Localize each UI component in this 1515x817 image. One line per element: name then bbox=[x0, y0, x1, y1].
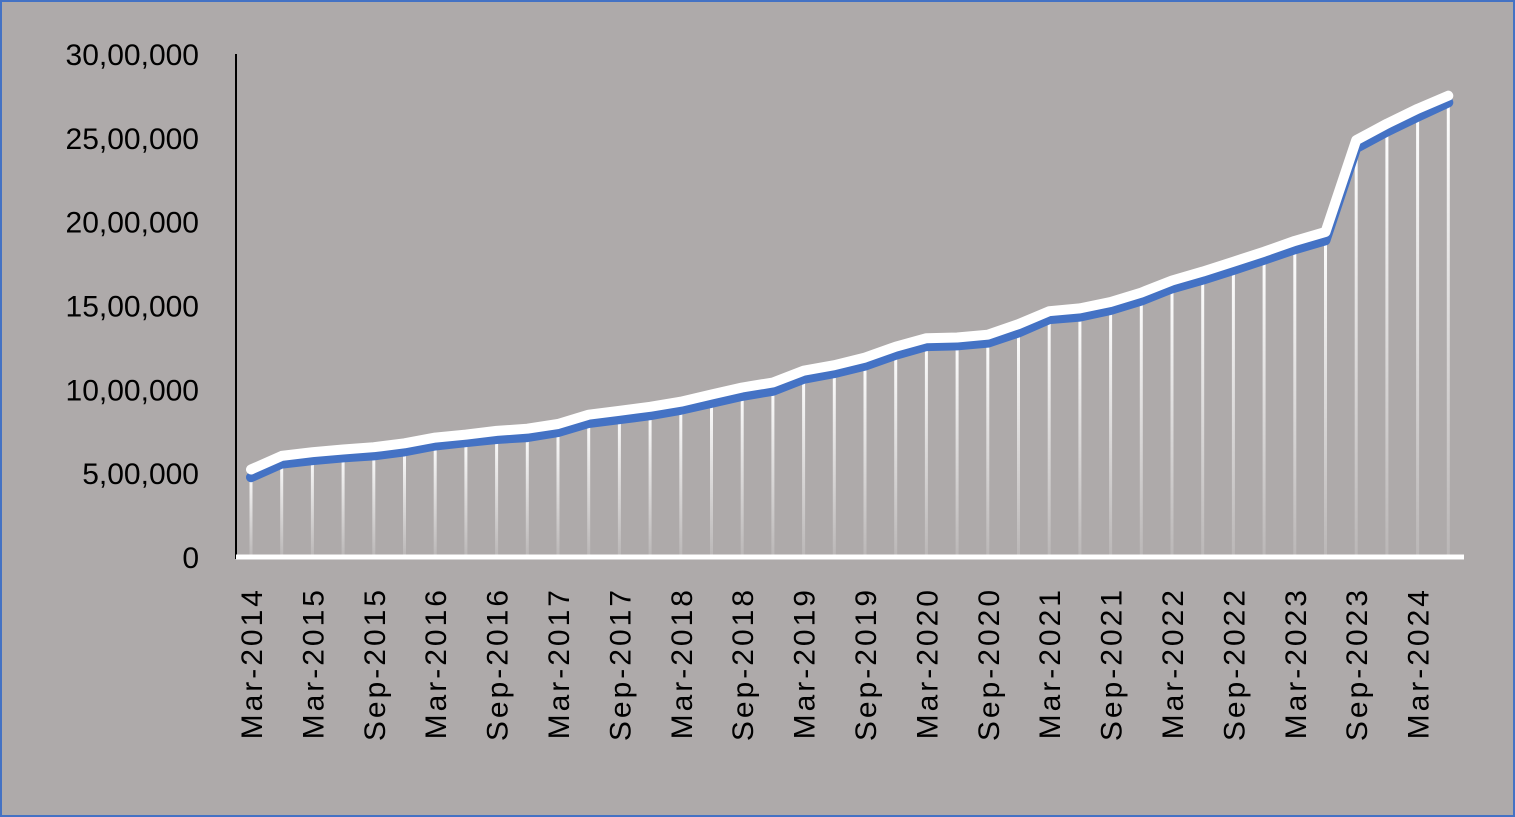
x-tick-label: Sep-2016 bbox=[482, 587, 515, 741]
drop-line bbox=[1201, 271, 1205, 557]
drop-line bbox=[863, 357, 867, 557]
drop-line bbox=[1385, 123, 1389, 557]
drop-line bbox=[525, 428, 529, 557]
drop-line bbox=[924, 338, 928, 557]
drop-line bbox=[372, 447, 376, 557]
series-line-blue bbox=[246, 97, 1454, 483]
x-tick-label: Sep-2017 bbox=[604, 587, 637, 741]
drop-line bbox=[556, 424, 560, 557]
y-tick-label: 30,00,000 bbox=[66, 39, 199, 72]
drop-line bbox=[1262, 251, 1266, 557]
y-tick-label: 15,00,000 bbox=[66, 291, 199, 324]
drop-line bbox=[1231, 261, 1235, 557]
x-tick-label: Sep-2019 bbox=[850, 587, 883, 741]
drop-line bbox=[433, 437, 437, 557]
drop-line bbox=[1416, 108, 1420, 558]
x-tick-label: Mar-2015 bbox=[297, 587, 330, 739]
x-tick-label: Sep-2018 bbox=[727, 587, 760, 741]
drop-line bbox=[832, 365, 836, 557]
drop-line bbox=[894, 346, 898, 557]
drop-line bbox=[1017, 324, 1020, 557]
x-tick-label: Mar-2023 bbox=[1280, 587, 1313, 739]
x-tick-label: Mar-2018 bbox=[666, 587, 699, 739]
x-tick-label: Sep-2022 bbox=[1218, 587, 1251, 741]
series-line-white bbox=[246, 90, 1454, 475]
drop-line bbox=[249, 469, 253, 557]
x-tick-label: Sep-2021 bbox=[1096, 587, 1129, 741]
y-tick-label: 0 bbox=[182, 542, 199, 575]
x-tick-label: Mar-2024 bbox=[1403, 587, 1436, 739]
drop-line bbox=[403, 443, 406, 557]
x-tick-label: Mar-2019 bbox=[789, 587, 822, 739]
drop-line bbox=[495, 430, 499, 557]
drop-line bbox=[587, 414, 591, 557]
x-tick-label: Mar-2021 bbox=[1034, 587, 1067, 739]
y-tick-label: 10,00,000 bbox=[66, 374, 199, 407]
x-tick-label: Mar-2014 bbox=[236, 587, 269, 739]
drop-line bbox=[648, 406, 652, 557]
drop-line bbox=[1078, 308, 1082, 557]
drop-line bbox=[771, 382, 775, 557]
x-tick-label: Sep-2020 bbox=[973, 587, 1006, 741]
drop-line bbox=[280, 455, 284, 557]
x-tick-label: Sep-2023 bbox=[1341, 587, 1374, 741]
y-tick-label: 20,00,000 bbox=[66, 207, 199, 240]
drop-line bbox=[617, 410, 621, 557]
drop-line bbox=[1109, 302, 1113, 557]
drop-line bbox=[1446, 95, 1450, 557]
drop-line bbox=[464, 434, 468, 557]
drop-line bbox=[1324, 231, 1327, 557]
drop-line bbox=[310, 452, 314, 557]
drop-line bbox=[1170, 280, 1174, 557]
drop-line bbox=[1047, 311, 1051, 557]
y-tick-label: 5,00,000 bbox=[82, 458, 199, 491]
x-tick-label: Mar-2020 bbox=[911, 587, 944, 739]
drop-line bbox=[679, 401, 683, 557]
x-tick-label: Sep-2015 bbox=[359, 587, 392, 741]
drop-line bbox=[1354, 140, 1358, 557]
x-tick-label: Mar-2022 bbox=[1157, 587, 1190, 739]
x-tick-label: Mar-2017 bbox=[543, 587, 576, 739]
drop-line bbox=[710, 394, 713, 557]
y-tick-label: 25,00,000 bbox=[66, 123, 199, 156]
drop-line bbox=[1139, 292, 1143, 557]
x-tick-label: Mar-2016 bbox=[420, 587, 453, 739]
drop-line bbox=[1293, 240, 1297, 557]
drop-line bbox=[341, 449, 345, 557]
drop-line bbox=[986, 334, 990, 557]
drop-line bbox=[955, 337, 959, 557]
drop-line bbox=[740, 387, 744, 557]
drop-line bbox=[802, 370, 806, 557]
